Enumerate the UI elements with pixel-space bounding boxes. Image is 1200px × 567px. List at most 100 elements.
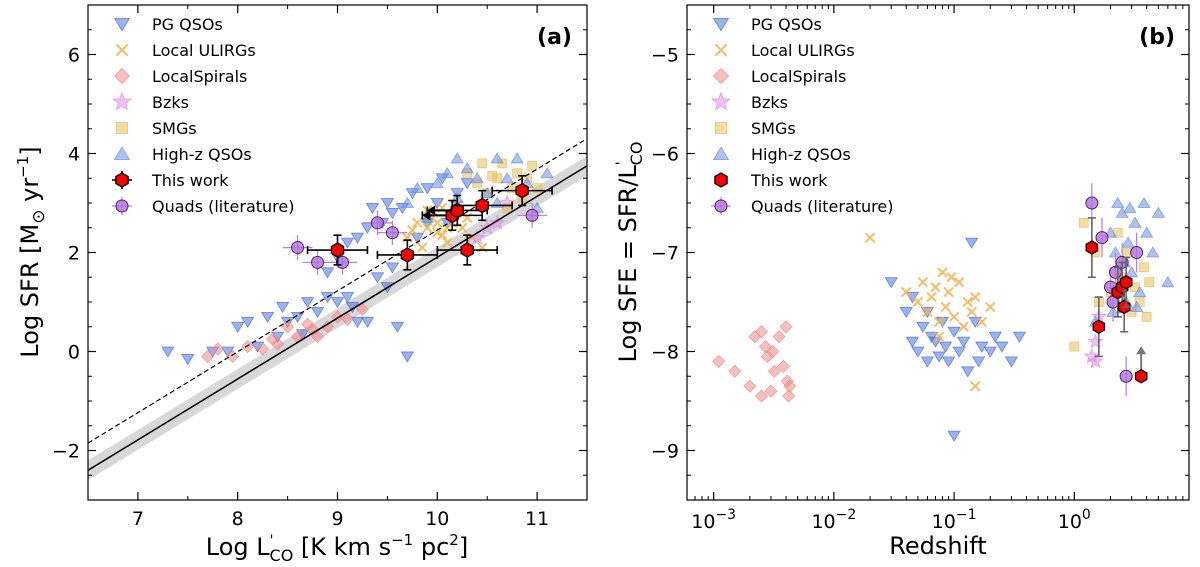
point-high-z-qsos (540, 167, 554, 179)
point-pg-qsos (983, 346, 997, 358)
point-localspirals (754, 325, 769, 339)
point-pg-qsos (928, 336, 943, 348)
legend-entry: LocalSpirals (712, 67, 846, 86)
point-high-z-qsos (1121, 236, 1135, 248)
point-pg-qsos (350, 316, 365, 328)
panel-a-xlabel: Log L' CO [K km s−1 pc2] (206, 531, 468, 565)
y-tick-label: 0 (68, 342, 80, 364)
legend-label: Bzks (152, 93, 189, 112)
legend-marker-bzks (711, 91, 731, 111)
legend-label: Quads (literature) (751, 197, 893, 216)
quad-point (1130, 246, 1144, 259)
point-high-z-qsos (410, 181, 425, 194)
point-high-z-qsos (1111, 196, 1125, 208)
point-pg-qsos (952, 346, 966, 358)
point-pg-qsos (340, 292, 355, 304)
legend-entry: Bzks (711, 91, 788, 112)
point-localspirals (772, 330, 786, 344)
point-local-ulirgs (933, 316, 945, 328)
point-local-ulirgs (930, 281, 941, 293)
point-local-ulirgs (985, 301, 996, 313)
point-local-ulirgs (917, 276, 929, 288)
x-tick-base: 10 (691, 511, 715, 533)
this-work-point (330, 242, 345, 258)
legend-entry: This work (714, 171, 828, 190)
series-pg-qsos (884, 237, 1027, 442)
point-local-ulirgs (966, 306, 977, 318)
point-pg-qsos (932, 351, 946, 363)
this-work-point (475, 197, 489, 214)
point-localspirals (211, 342, 225, 356)
legend-entry: SMGs (714, 119, 796, 138)
point-pg-qsos (390, 321, 405, 333)
point-localspirals (766, 344, 780, 359)
panel-a-ticks: 7 8 9 10 11 −2 0 2 4 6 (52, 4, 588, 530)
point-pg-qsos (161, 346, 175, 358)
point-smgs (487, 170, 498, 181)
point-bzks (469, 228, 486, 245)
quad-point (1119, 369, 1133, 383)
point-smgs (1144, 277, 1155, 288)
x-tick-exp: −2 (836, 507, 857, 523)
point-local-ulirgs (970, 380, 981, 392)
point-high-z-qsos (1123, 201, 1137, 213)
legend-label: This work (750, 171, 828, 190)
point-localspirals (779, 320, 793, 334)
legend-label: LocalSpirals (751, 67, 846, 86)
legend-marker-smgs (115, 121, 129, 135)
legend-marker-quads (115, 199, 129, 213)
point-high-z-qsos (1132, 285, 1147, 298)
x-tick-exp: 0 (1082, 507, 1091, 523)
point-smgs (512, 168, 523, 179)
point-localspirals (782, 389, 796, 403)
legend-label: Quads (literature) (152, 197, 294, 216)
point-pg-qsos (947, 430, 961, 442)
point-pg-qsos (385, 207, 400, 220)
fit-line-solid-fit (88, 165, 587, 471)
y-tick-label: −6 (651, 144, 679, 166)
legend-entry: SMGs (115, 119, 197, 138)
point-pg-qsos (961, 366, 975, 378)
x-tick-label: 100 (1058, 507, 1091, 533)
legend-entry: PG QSOs (712, 15, 822, 34)
legend-label: PG QSOs (751, 15, 822, 34)
quad-point (311, 255, 325, 269)
point-local-ulirgs (940, 301, 951, 313)
legend-marker-high-z-qsos (712, 146, 730, 161)
point-localspirals (256, 342, 270, 356)
point-local-ulirgs (442, 237, 453, 248)
point-bzks (488, 214, 506, 230)
y-tick-label: −8 (651, 342, 679, 364)
point-pg-qsos (905, 336, 920, 348)
this-work-point (1092, 319, 1106, 335)
point-pg-qsos (1012, 331, 1027, 343)
quad-point (370, 216, 384, 230)
point-local-ulirgs (937, 267, 948, 278)
upper-limit-arrowhead (427, 205, 436, 216)
point-pg-qsos (938, 341, 953, 353)
legend-marker-this-work (115, 172, 129, 188)
point-pg-qsos (275, 302, 290, 314)
point-local-ulirgs (933, 331, 945, 342)
point-pg-qsos (181, 354, 195, 366)
series-this-work (306, 174, 553, 271)
x-tick-label: 10−2 (811, 507, 856, 533)
point-high-z-qsos (1161, 276, 1175, 288)
panel-b-ticks: 10−3 10−2 10−1 100−9−8−7−6−5 (651, 4, 1189, 533)
panel-a-label: (a) (537, 25, 572, 50)
point-pg-qsos (370, 272, 385, 284)
panel-b-label: (b) (1139, 25, 1175, 50)
point-local-ulirgs (943, 286, 954, 298)
point-localspirals (201, 349, 215, 364)
x-tick-label: 10−3 (691, 507, 736, 533)
panel-b-ylabel: Log SFE = SFR/L'CO (614, 142, 646, 363)
point-local-ulirgs (912, 296, 924, 308)
point-high-z-qsos (1146, 246, 1160, 258)
fit-line-dashed-fit (88, 138, 587, 444)
legend-label: This work (151, 171, 229, 190)
legend-marker-localspirals (113, 67, 131, 85)
legend-marker-quads (714, 199, 728, 213)
point-high-z-qsos (1124, 266, 1139, 278)
x-tick-base: 10 (811, 511, 835, 533)
point-pg-qsos (230, 321, 245, 333)
